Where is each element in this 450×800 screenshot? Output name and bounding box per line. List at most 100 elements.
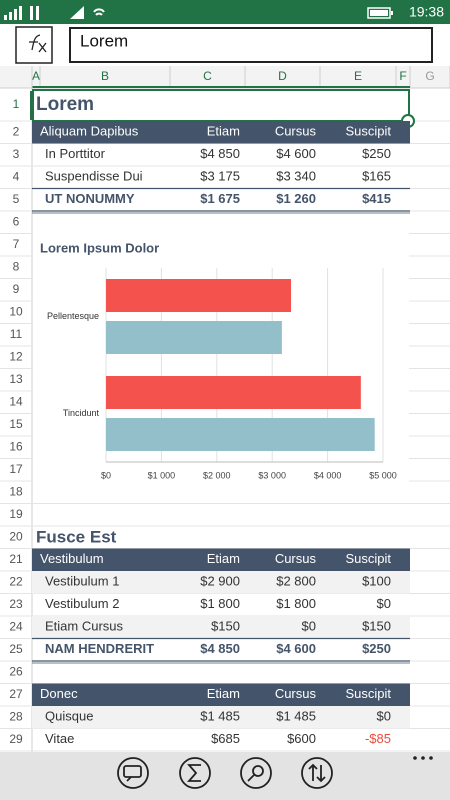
table-header — [32, 121, 410, 144]
total-cell: UT NONUMMY — [45, 191, 135, 206]
sheet-title: Lorem — [36, 94, 94, 115]
row-number: 26 — [9, 664, 23, 678]
table-cell: $2 800 — [276, 574, 316, 589]
table-cell: $600 — [287, 731, 316, 746]
row-number: 8 — [13, 259, 20, 273]
app-bar-buttons[interactable] — [117, 757, 333, 789]
row-number: 2 — [13, 124, 20, 138]
table-header-cell: Suscipit — [345, 686, 391, 701]
column-header: D — [278, 69, 287, 83]
table-header-cell: Etiam — [207, 124, 240, 139]
formula-input[interactable] — [69, 27, 433, 63]
row-number: 3 — [13, 147, 20, 161]
table-cell: $0 — [377, 596, 391, 611]
row-number: 6 — [13, 214, 20, 228]
more-button[interactable] — [413, 756, 433, 760]
row-number: 17 — [9, 462, 23, 476]
row-number: 4 — [13, 169, 20, 183]
clock: 19:38 — [409, 4, 444, 20]
formula-text: Lorem — [80, 31, 128, 50]
column-header: F — [399, 69, 406, 83]
row-number: 24 — [9, 619, 23, 633]
row-number: 28 — [9, 709, 23, 723]
table-cell: Suspendisse Dui — [45, 169, 143, 184]
total-cell: $4 600 — [276, 641, 316, 656]
x-tick-label: $5 000 — [369, 470, 397, 480]
table-header-cell: Suscipit — [345, 551, 391, 566]
table-header-cell: Suscipit — [345, 124, 391, 139]
category-label: Pellentesque — [47, 311, 99, 321]
x-tick-label: $0 — [101, 470, 111, 480]
table-cell: $3 175 — [200, 169, 240, 184]
table-cell: Etiam Cursus — [45, 619, 124, 634]
table-header-cell: Donec — [40, 686, 78, 701]
row-number: 22 — [9, 574, 23, 588]
table-cell: $0 — [302, 619, 316, 634]
table-cell: Quisque — [45, 709, 93, 724]
table-cell: $100 — [362, 574, 391, 589]
table-header — [32, 683, 410, 706]
table-header-cell: Cursus — [275, 124, 317, 139]
x-tick-label: $3 000 — [258, 470, 286, 480]
table-header-cell: Etiam — [207, 551, 240, 566]
bar — [106, 279, 292, 312]
row-number: 21 — [9, 552, 23, 566]
row-number: 11 — [10, 327, 23, 341]
bar — [106, 418, 375, 451]
table-cell: $2 900 — [200, 574, 240, 589]
table-header-cell: Etiam — [207, 686, 240, 701]
app-bar — [0, 752, 450, 800]
table-cell: $165 — [362, 169, 391, 184]
row-number: 14 — [9, 394, 23, 408]
column-header: C — [203, 69, 212, 83]
section-title: Fusce Est — [36, 528, 117, 547]
row-number: 29 — [9, 732, 23, 746]
table-cell: $250 — [362, 146, 391, 161]
table-header-cell: Aliquam Dapibus — [40, 124, 139, 139]
table-cell: $1 800 — [276, 596, 316, 611]
table-header — [32, 548, 410, 571]
row-stripe — [32, 706, 410, 729]
status-icons — [4, 6, 393, 20]
row-number: 19 — [9, 507, 23, 521]
bar — [106, 376, 361, 409]
table-header-cell: Cursus — [275, 551, 317, 566]
total-cell: $415 — [362, 191, 391, 206]
sheet: A B C D E F G123456789101112131415161718192021… — [0, 66, 450, 752]
table-cell: In Porttitor — [45, 146, 106, 161]
total-cell: $1 675 — [200, 191, 240, 206]
row-number: 25 — [9, 642, 23, 656]
table-cell: Vestibulum 2 — [45, 596, 119, 611]
table-cell: $150 — [211, 619, 240, 634]
row-number: 7 — [13, 237, 20, 251]
row-number: 27 — [9, 687, 23, 701]
row-number: 16 — [9, 439, 23, 453]
table-cell: $1 485 — [200, 709, 240, 724]
fx-icon — [29, 34, 47, 53]
table-cell: Vitae — [45, 731, 74, 746]
table-cell: $150 — [362, 619, 391, 634]
x-tick-label: $2 000 — [203, 470, 231, 480]
column-header: B — [101, 69, 109, 83]
row-number: 10 — [9, 304, 23, 318]
column-header: E — [354, 69, 362, 83]
total-cell: $4 850 — [200, 641, 240, 656]
row-number: 12 — [9, 349, 23, 363]
table-cell: -$85 — [365, 731, 391, 746]
column-header-bar — [0, 66, 450, 88]
total-cell: $250 — [362, 641, 391, 656]
function-button[interactable] — [15, 26, 53, 64]
row-number: 18 — [9, 484, 23, 498]
row-number: 15 — [9, 417, 23, 431]
category-label: Tincidunt — [63, 408, 100, 418]
x-tick-label: $4 000 — [314, 470, 342, 480]
row-number: 13 — [9, 372, 23, 386]
table-header-cell: Cursus — [275, 686, 317, 701]
table-cell: $685 — [211, 731, 240, 746]
table-cell: $3 340 — [276, 169, 316, 184]
table-cell: $0 — [377, 709, 391, 724]
chart-title: Lorem Ipsum Dolor — [40, 240, 159, 255]
bar — [106, 321, 282, 354]
